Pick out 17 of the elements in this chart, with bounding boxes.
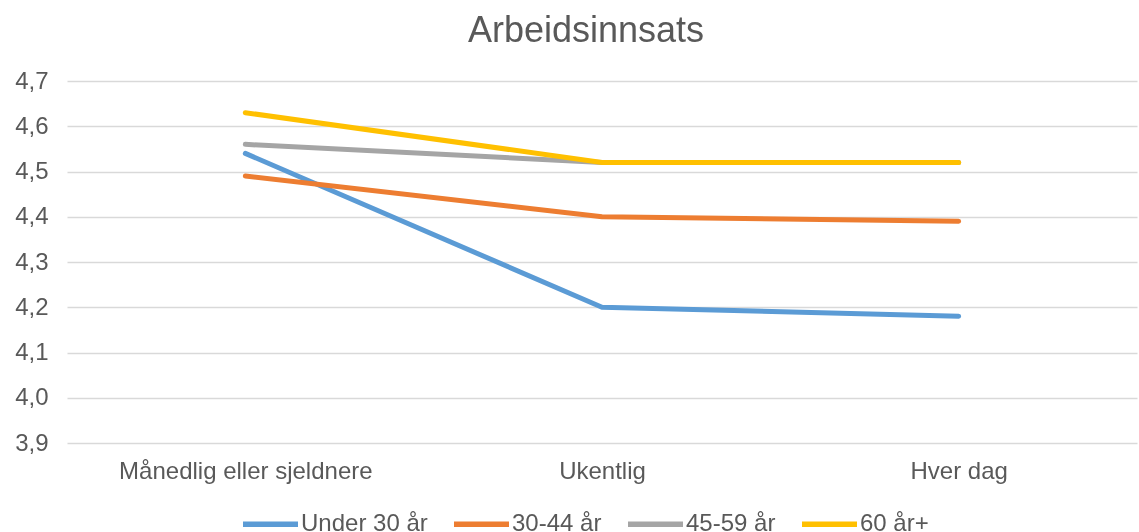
legend-label: 30-44 år	[512, 509, 602, 532]
y-tick-label: 4,5	[15, 157, 49, 184]
x-tick-label: Ukentlig	[559, 456, 646, 484]
y-tick-label: 4,7	[15, 66, 49, 94]
y-tick-label: 4,3	[15, 247, 49, 275]
legend-label: 45-59 år	[686, 509, 776, 532]
y-tick-label: 3,9	[15, 428, 49, 456]
legend-label: 60 år+	[860, 509, 929, 532]
y-tick-label: 4,2	[15, 292, 49, 320]
y-tick-label: 4,4	[15, 202, 49, 230]
x-tick-label: Hver dag	[910, 456, 1008, 484]
legend-label: Under 30 år	[301, 509, 428, 532]
y-tick-label: 4,0	[15, 383, 49, 411]
x-tick-label: Månedlig eller sjeldnere	[119, 456, 373, 484]
chart-title: Arbeidsinnsats	[467, 9, 705, 50]
y-tick-label: 4,6	[15, 111, 49, 139]
y-tick-label: 4,1	[15, 338, 49, 365]
